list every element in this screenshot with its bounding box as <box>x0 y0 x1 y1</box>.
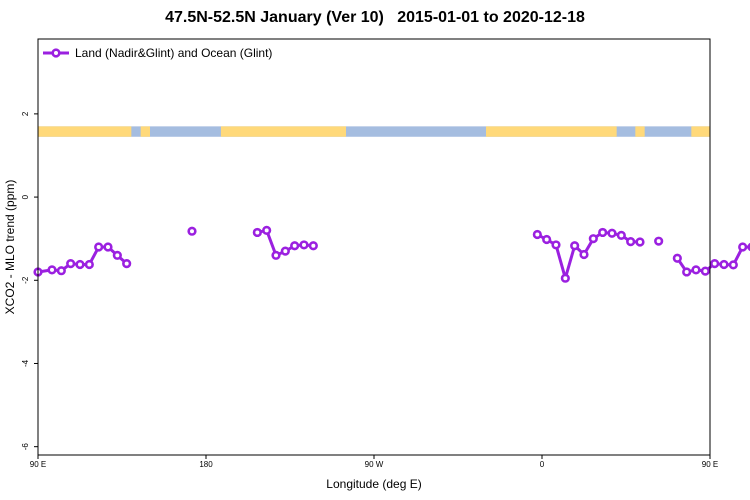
data-point <box>607 228 617 238</box>
x-tick-label: 0 <box>540 460 545 469</box>
data-point <box>280 246 290 256</box>
data-point <box>654 236 664 246</box>
land-band-segment <box>38 126 132 137</box>
data-point <box>635 237 645 247</box>
data-point <box>84 259 94 270</box>
y-tick-label: -6 <box>21 443 30 451</box>
data-point <box>682 267 692 277</box>
data-point <box>570 241 580 251</box>
data-point <box>308 241 318 251</box>
y-axis-label: XCO2 - MLO trend (ppm) <box>3 180 17 315</box>
land-band-segment <box>140 126 150 137</box>
data-point <box>103 242 113 252</box>
data-point <box>56 266 66 276</box>
data-point <box>262 225 272 235</box>
data-point <box>616 230 626 240</box>
data-point <box>598 227 608 238</box>
data-point <box>700 266 710 276</box>
data-point <box>672 253 682 263</box>
y-tick-label: -2 <box>21 276 30 284</box>
legend-label: Land (Nadir&Glint) and Ocean (Glint) <box>75 46 272 60</box>
land-band-segment <box>691 126 710 137</box>
x-tick-label: 90 E <box>702 460 718 469</box>
data-point <box>187 226 197 236</box>
series-line <box>37 245 128 274</box>
y-tick-label: 0 <box>21 194 30 199</box>
land-band-segment <box>635 126 645 137</box>
x-tick-label: 90 E <box>30 460 46 469</box>
land-band-segment <box>486 126 617 137</box>
land-band-segment <box>220 126 346 137</box>
legend-marker <box>51 48 61 58</box>
data-point <box>738 242 748 252</box>
data-point <box>252 227 262 238</box>
data-point <box>290 241 300 251</box>
data-point <box>532 229 542 240</box>
y-tick-label: -4 <box>21 359 30 367</box>
chart-title: 47.5N-52.5N January (Ver 10) 2015-01-01 … <box>165 9 585 26</box>
data-point <box>626 236 636 247</box>
data-point <box>551 240 561 250</box>
x-axis: 90 E 180 90 W 0 90 E <box>30 455 718 469</box>
legend: Land (Nadir&Glint) and Ocean (Glint) <box>43 46 272 60</box>
x-tick-label: 90 W <box>365 460 384 469</box>
land-ocean-band <box>38 126 710 137</box>
x-tick-label: 180 <box>199 460 213 469</box>
series-line <box>536 230 641 280</box>
x-axis-label: Longitude (deg E) <box>326 477 421 491</box>
data-point <box>588 234 598 244</box>
data-point <box>710 259 720 269</box>
data-point <box>271 250 281 260</box>
series-layer <box>33 225 750 283</box>
data-point <box>299 240 309 250</box>
data-point <box>47 265 57 275</box>
data-point <box>75 259 85 270</box>
data-point <box>728 260 738 270</box>
ocean-band <box>38 126 710 137</box>
data-point <box>112 250 122 260</box>
data-point <box>122 259 132 269</box>
data-point <box>579 249 589 260</box>
data-point <box>94 242 104 252</box>
data-point <box>691 265 701 275</box>
data-point <box>542 234 552 245</box>
y-tick-label: 2 <box>21 111 30 116</box>
plot-frame <box>37 38 711 456</box>
data-point <box>719 259 729 270</box>
y-axis: 2 0 -2 -4 -6 <box>21 111 38 450</box>
data-point <box>66 259 76 269</box>
data-point <box>560 273 570 283</box>
